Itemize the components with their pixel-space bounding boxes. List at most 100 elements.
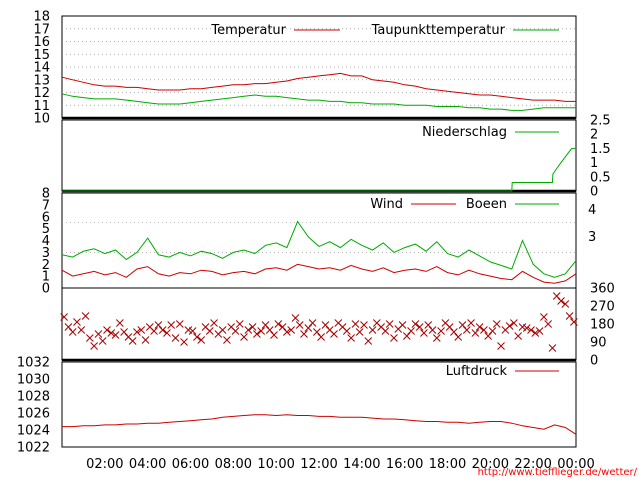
legend-label-boeen: Boeen [466,197,507,212]
direction-marker [544,320,553,328]
direction-marker [552,292,561,300]
direction-marker [424,321,433,329]
direction-marker [415,323,424,331]
direction-marker [128,337,137,345]
xtick-label: 00:00 [557,457,594,472]
direction-marker [548,344,557,352]
direction-marker [522,324,531,332]
direction-marker [454,333,463,341]
direction-marker [287,326,296,334]
xtick-label: 14:00 [343,457,380,472]
xtick-label: 02:00 [86,457,123,472]
series-line-wind [61,263,577,284]
direction-marker [180,338,188,346]
direction-marker [527,326,535,334]
direction-marker [167,321,176,329]
ytick-label-precipitation: 2 [590,128,598,143]
ytick-label-precipitation: 2.5 [590,114,611,129]
direction-marker [103,326,111,334]
direction-marker [60,313,68,321]
direction-marker [120,328,128,336]
ytick-label-wind: 8 [42,187,50,202]
footer-url[interactable]: http://www.tiefflieger.de/wetter/ [478,467,638,478]
direction-marker [561,300,570,308]
xtick-label: 10:00 [257,457,294,472]
direction-marker [488,327,497,335]
direction-marker [197,336,206,344]
direction-marker [90,342,98,350]
direction-marker [475,323,484,331]
ytick-label-temperature: 18 [33,10,50,25]
direction-marker [407,327,415,335]
ytick-label-wind: 4 [42,234,50,249]
direction-marker [94,330,103,338]
direction-marker [467,319,475,327]
direction-marker [505,322,514,330]
direction-marker [385,320,394,328]
ytick-label-wind: 2 [42,258,50,273]
ytick-label-direction: 180 [590,318,615,333]
direction-marker [432,334,441,342]
direction-marker [270,331,278,339]
legend-pressure: Luftdruck [446,364,559,379]
ytick-label-wind: 3 [42,246,50,261]
direction-marker [510,319,518,327]
direction-marker [531,329,540,337]
direction-marker [193,333,201,341]
direction-marker [235,320,244,328]
direction-marker [535,327,544,335]
direction-marker [261,321,270,329]
direction-marker [295,321,304,329]
direction-marker [492,320,501,328]
direction-marker [73,318,81,326]
ytick-right-label-wind: 4 [588,203,596,218]
direction-marker [175,320,184,328]
ytick-label-wind: 6 [42,210,50,225]
ytick-label-pressure: 1028 [17,390,50,405]
direction-marker [480,326,488,334]
direction-marker [317,333,325,341]
legend-label-temperatur: Temperatur [210,23,286,38]
direction-marker [445,323,454,331]
ytick-label-temperature: 12 [33,86,50,101]
direction-marker [257,327,266,335]
xtick-label: 18:00 [429,457,466,472]
direction-marker [283,328,291,336]
direction-marker [458,321,467,329]
legend-wind: Wind Boeen [370,197,559,212]
direction-marker [210,319,218,327]
direction-marker [265,326,274,334]
ytick-label-temperature: 14 [33,61,50,76]
legend-label-taupunkttemperatur: Taupunkttemperatur [371,23,506,38]
direction-marker [158,326,167,334]
legend-label-niederschlag: Niederschlag [422,125,507,140]
direction-marker [248,323,257,331]
series-line-niederschlag [62,147,576,192]
direction-marker [351,320,360,328]
series-line-luftdruck [62,414,577,435]
direction-marker [98,337,107,345]
direction-marker [557,297,565,305]
direction-marker [411,320,420,328]
direction-marker [330,330,338,338]
xtick-label: 20:00 [472,457,509,472]
ytick-right-label-wind: 3 [588,230,596,245]
ytick-label-pressure: 1026 [17,407,50,422]
xtick-label: 08:00 [215,457,252,472]
direction-marker [274,320,283,328]
direction-marker [514,332,523,340]
direction-marker [360,321,368,329]
direction-marker [291,314,300,322]
direction-marker [321,321,330,329]
direction-marker [205,327,214,335]
ytick-label-direction: 0 [590,354,598,369]
series-line-boeen [61,220,577,278]
ytick-label-temperature: 11 [33,99,50,114]
ytick-label-precipitation: 1 [590,156,598,171]
ytick-label-direction: 90 [590,336,607,351]
direction-marker [154,321,163,329]
direction-marker [304,324,313,332]
direction-marker [218,326,227,334]
ytick-label-temperature: 17 [33,22,50,37]
